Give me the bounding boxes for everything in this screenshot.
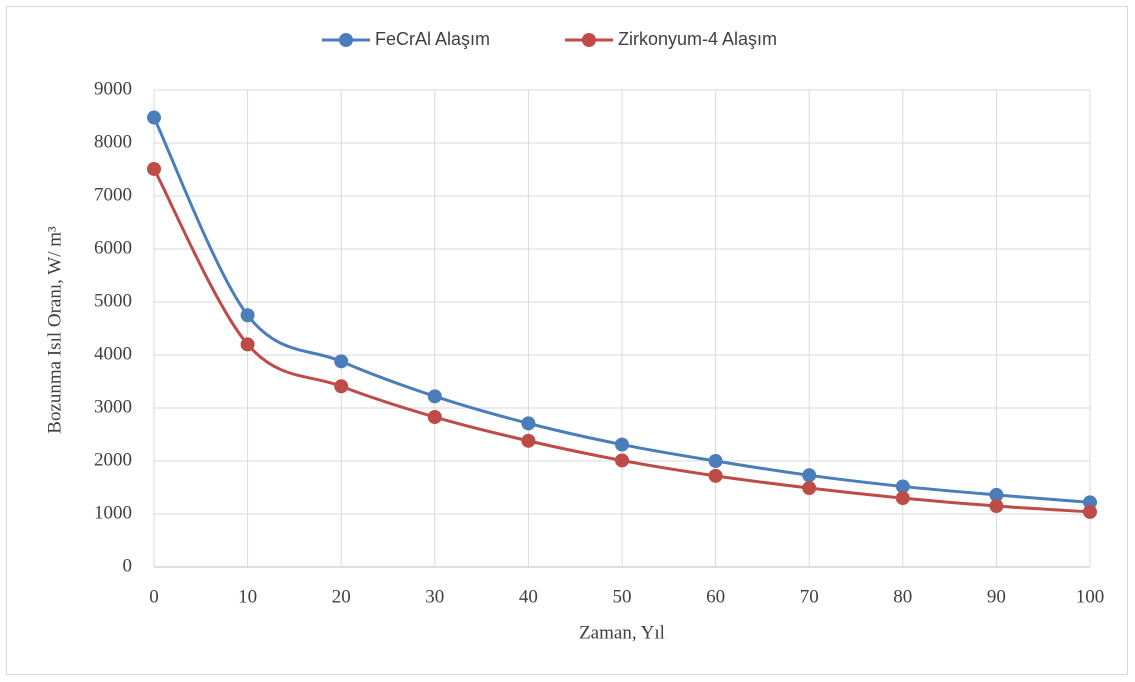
legend-label: Zirkonyum-4 Alaşım [618, 29, 777, 49]
x-tick-label: 20 [332, 586, 351, 607]
x-tick-label: 60 [706, 586, 725, 607]
data-point [895, 479, 910, 494]
data-point [521, 433, 536, 448]
y-tick-label: 7000 [94, 184, 132, 205]
series-line [152, 168, 1091, 514]
x-tick-label: 100 [1076, 586, 1105, 607]
series-line [152, 116, 1091, 504]
x-tick-label: 50 [613, 586, 632, 607]
data-point [147, 110, 161, 125]
data-point [615, 437, 629, 452]
y-tick-label: 4000 [94, 343, 132, 364]
data-point [240, 337, 255, 352]
data-point [427, 389, 442, 404]
data-point [521, 416, 536, 431]
x-tick-label: 70 [800, 586, 819, 607]
data-point [802, 481, 817, 496]
y-tick-label: 1000 [94, 502, 132, 523]
data-point [895, 491, 910, 506]
data-point [989, 499, 1004, 514]
legend-marker [339, 33, 353, 47]
data-point [615, 453, 629, 468]
y-tick-label: 3000 [94, 396, 132, 417]
legend-label: FeCrAl Alaşım [375, 29, 490, 49]
legend-marker [582, 33, 596, 47]
x-tick-label: 10 [238, 586, 257, 607]
y-tick-label: 5000 [94, 290, 132, 311]
data-point [708, 454, 723, 468]
data-point [989, 487, 1004, 502]
x-tick-label: 0 [149, 586, 159, 607]
x-tick-label: 80 [893, 586, 912, 607]
chart-frame [6, 6, 1128, 675]
data-point [147, 161, 161, 176]
x-axis-label: Zaman, Yıl [579, 622, 665, 643]
data-point [427, 410, 442, 425]
data-point [240, 308, 255, 323]
data-point [1083, 504, 1097, 519]
x-tick-label: 30 [425, 586, 444, 607]
data-point [334, 354, 349, 369]
data-point [802, 468, 817, 483]
x-tick-label: 90 [987, 586, 1006, 607]
x-tick-label: 40 [519, 586, 538, 607]
y-axis-label: Bozunma Isıl Oranı, W/ m³ [44, 226, 65, 434]
y-tick-label: 2000 [94, 449, 132, 470]
data-point [334, 379, 349, 394]
y-tick-label: 8000 [94, 131, 132, 152]
y-tick-label: 9000 [94, 78, 132, 99]
y-tick-label: 6000 [94, 237, 132, 258]
data-point [708, 468, 723, 483]
y-tick-label: 0 [123, 555, 133, 576]
